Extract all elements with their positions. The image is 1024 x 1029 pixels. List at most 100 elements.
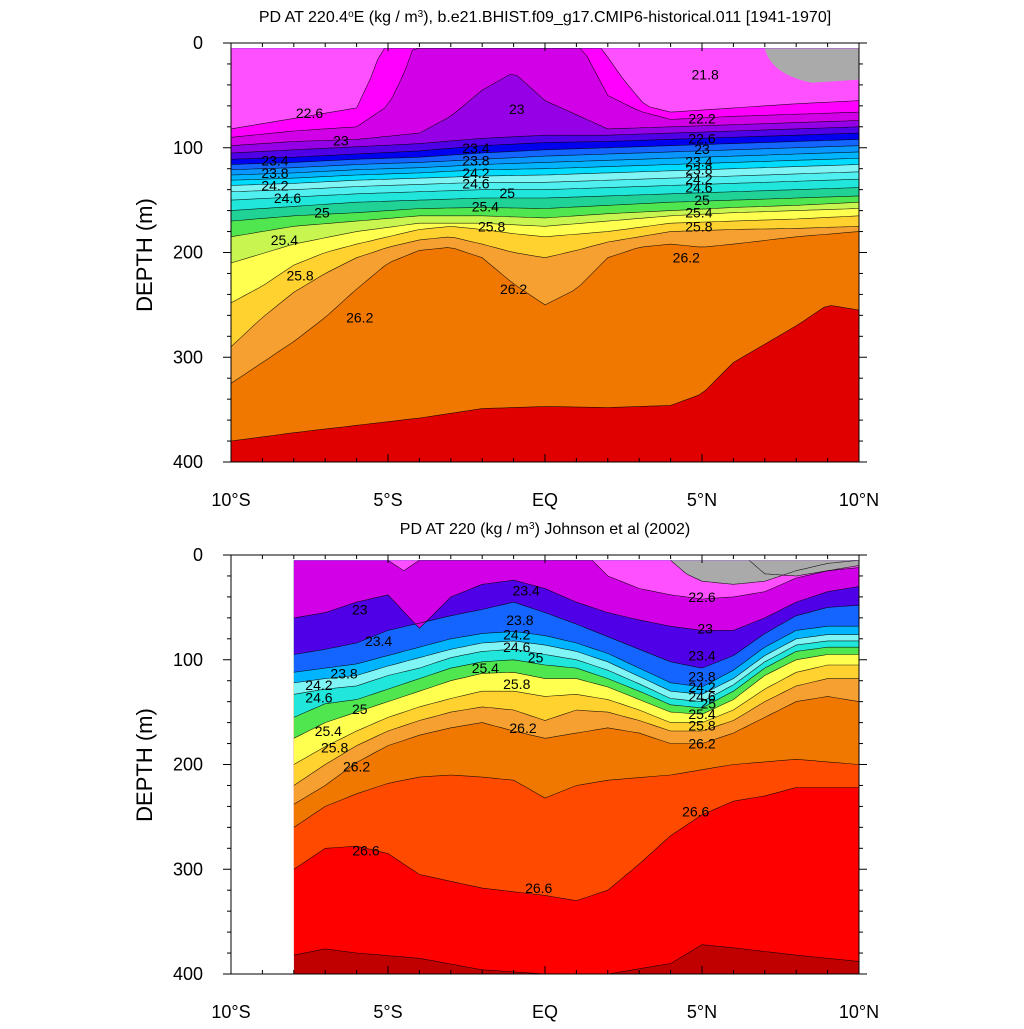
x-tick-label: 10°N: [839, 1002, 879, 1022]
y-tick-label: 200: [173, 243, 203, 263]
contour-label: 25.8: [688, 718, 715, 734]
panel-obs-title: PD AT 220 (kg / m3) Johnson et al (2002): [400, 521, 690, 539]
contour-label: 25.4: [472, 660, 499, 676]
x-tick-label: 10°N: [839, 490, 879, 510]
contour-label: 25: [314, 205, 330, 221]
isopycnal-line: [231, 126, 859, 154]
contour-label: 25.8: [321, 740, 348, 756]
density-band-21-8: [749, 560, 859, 576]
contour-label: 26.2: [500, 281, 527, 297]
contour-label: 25.8: [478, 218, 505, 234]
contour-label: 24.2: [685, 171, 712, 187]
panel-model-plot-area: 22.6232323.423.824.224.62525.425.826.223…: [173, 33, 879, 510]
y-tick-label: 100: [173, 138, 203, 158]
contour-label: 21.8: [692, 66, 719, 82]
contour-label: 25.4: [688, 706, 715, 722]
isopycnal-line: [231, 132, 859, 160]
isopycnal-line: [670, 560, 859, 585]
isopycnal-line: [293, 601, 859, 669]
contour-label: 23.4: [462, 140, 489, 156]
isopycnal-line: [231, 171, 859, 192]
y-tick-label: 300: [173, 347, 203, 367]
contour-label: 26.2: [509, 720, 536, 736]
isopycnal-line: [293, 787, 859, 902]
isopycnal-line: [231, 231, 859, 384]
x-tick-label: EQ: [532, 1002, 558, 1022]
isopycnal-line: [293, 579, 859, 631]
isopycnal-line: [293, 678, 859, 786]
contour-label: 22.2: [688, 110, 715, 126]
contour-label: 23: [509, 101, 525, 117]
contour-label: 25.8: [685, 218, 712, 234]
contour-label: 25: [352, 701, 368, 717]
isopycnal-line: [748, 560, 859, 577]
contour-label: 24.6: [305, 689, 332, 705]
isopycnal-line: [231, 305, 859, 442]
isopycnal-line: [293, 625, 859, 688]
isopycnal-line: [293, 654, 859, 739]
y-tick-label: 0: [193, 33, 203, 53]
x-tick-label: 5°S: [373, 1002, 402, 1022]
isopycnal-line: [293, 696, 859, 805]
contour-label: 23.8: [330, 665, 357, 681]
contour-label: 26.6: [525, 880, 552, 896]
isopycnal-line: [231, 48, 859, 138]
isopycnal-line: [293, 640, 859, 702]
y-tick-label: 400: [173, 964, 203, 984]
contour-label: 25: [500, 185, 516, 201]
contour-label: 25.4: [271, 232, 298, 248]
contour-label: 25: [528, 650, 544, 666]
contour-label: 24.6: [688, 688, 715, 704]
contour-label: 26.6: [352, 842, 379, 858]
contour-label: 26.6: [682, 804, 709, 820]
contour-label: 25.4: [315, 723, 342, 739]
isopycnal-line: [231, 187, 859, 211]
contour-label: 26.2: [688, 736, 715, 752]
panel-model-title: PD AT 220.4oE (kg / m3), b.e21.BHIST.f09…: [259, 9, 831, 27]
contour-label: 24.6: [274, 190, 301, 206]
x-tick-label: 5°S: [373, 490, 402, 510]
contour-fill-group: [293, 560, 859, 974]
contour-fill-group: [231, 48, 859, 463]
contour-label: 24.2: [503, 627, 530, 643]
contour-label: 23.8: [688, 669, 715, 685]
isopycnal-line: [293, 664, 859, 765]
contour-label: 23: [694, 141, 710, 157]
isopycnal-line: [231, 215, 859, 304]
y-tick-label: 100: [173, 650, 203, 670]
isopycnal-line: [387, 560, 859, 600]
y-tick-label: 200: [173, 755, 203, 775]
contour-label: 23.8: [261, 165, 288, 181]
isopycnal-line: [293, 634, 859, 695]
contour-label: 25: [700, 696, 716, 712]
isopycnal-line: [231, 73, 859, 146]
contour-label: 25.4: [685, 205, 712, 221]
contour-label: 26.2: [343, 759, 370, 775]
contour-label: 26.2: [346, 309, 373, 325]
contour-label: 22.6: [688, 130, 715, 146]
x-tick-label: 10°S: [211, 490, 250, 510]
isopycnal-line: [293, 944, 859, 974]
contour-label: 25.4: [472, 198, 499, 214]
contour-label: 24.6: [462, 175, 489, 191]
panel-obs-plot-area: 2323.423.824.224.62525.425.826.226.626.6…: [173, 545, 879, 1022]
isopycnal-line: [231, 195, 859, 222]
contour-label: 26.2: [673, 250, 700, 266]
contour-line-group: [231, 48, 859, 442]
isopycnal-line: [231, 139, 859, 165]
contour-label: 23: [352, 601, 368, 617]
contour-label: 23.8: [685, 162, 712, 178]
y-tick-label: 0: [193, 545, 203, 565]
contour-label: 24.2: [462, 165, 489, 181]
contour-label: 24.2: [688, 679, 715, 695]
isopycnal-line: [231, 151, 859, 176]
isopycnal-line: [231, 208, 859, 264]
contour-label: 23.4: [685, 153, 712, 169]
contour-label: 23.4: [688, 648, 715, 664]
x-tick-label: 5°N: [687, 490, 717, 510]
contour-label: 25: [694, 192, 710, 208]
contour-label: 25.8: [286, 268, 313, 284]
contour-label: 23.8: [462, 152, 489, 168]
